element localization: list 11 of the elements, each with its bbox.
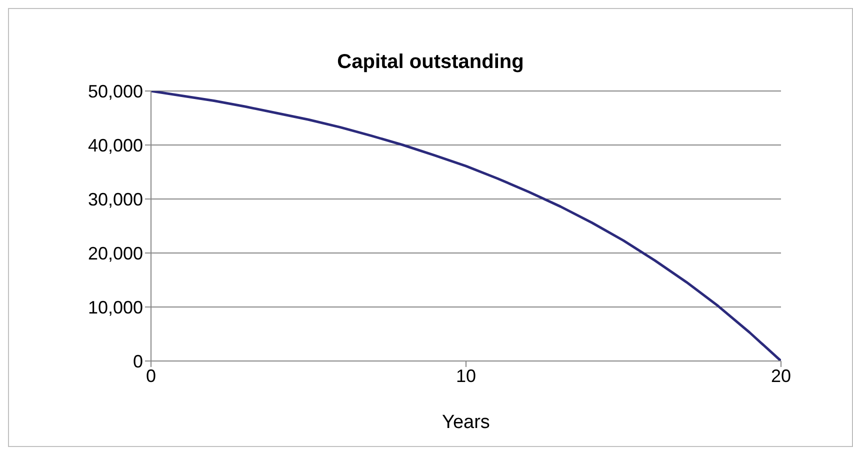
x-tick-label: 10 xyxy=(456,366,476,386)
x-tick-label: 20 xyxy=(770,366,792,386)
y-tick-label: 50,000 xyxy=(88,81,143,102)
chart-title: Capital outstanding xyxy=(336,51,525,74)
y-tick-label: 30,000 xyxy=(88,189,143,210)
y-tick-label: 40,000 xyxy=(88,135,143,156)
y-tick-label: 10,000 xyxy=(88,297,143,318)
x-axis-title: Years xyxy=(442,412,490,433)
y-tick-label: 0 xyxy=(132,351,143,372)
y-tick-label: 20,000 xyxy=(88,243,143,264)
x-tick-label: 0 xyxy=(146,366,156,386)
